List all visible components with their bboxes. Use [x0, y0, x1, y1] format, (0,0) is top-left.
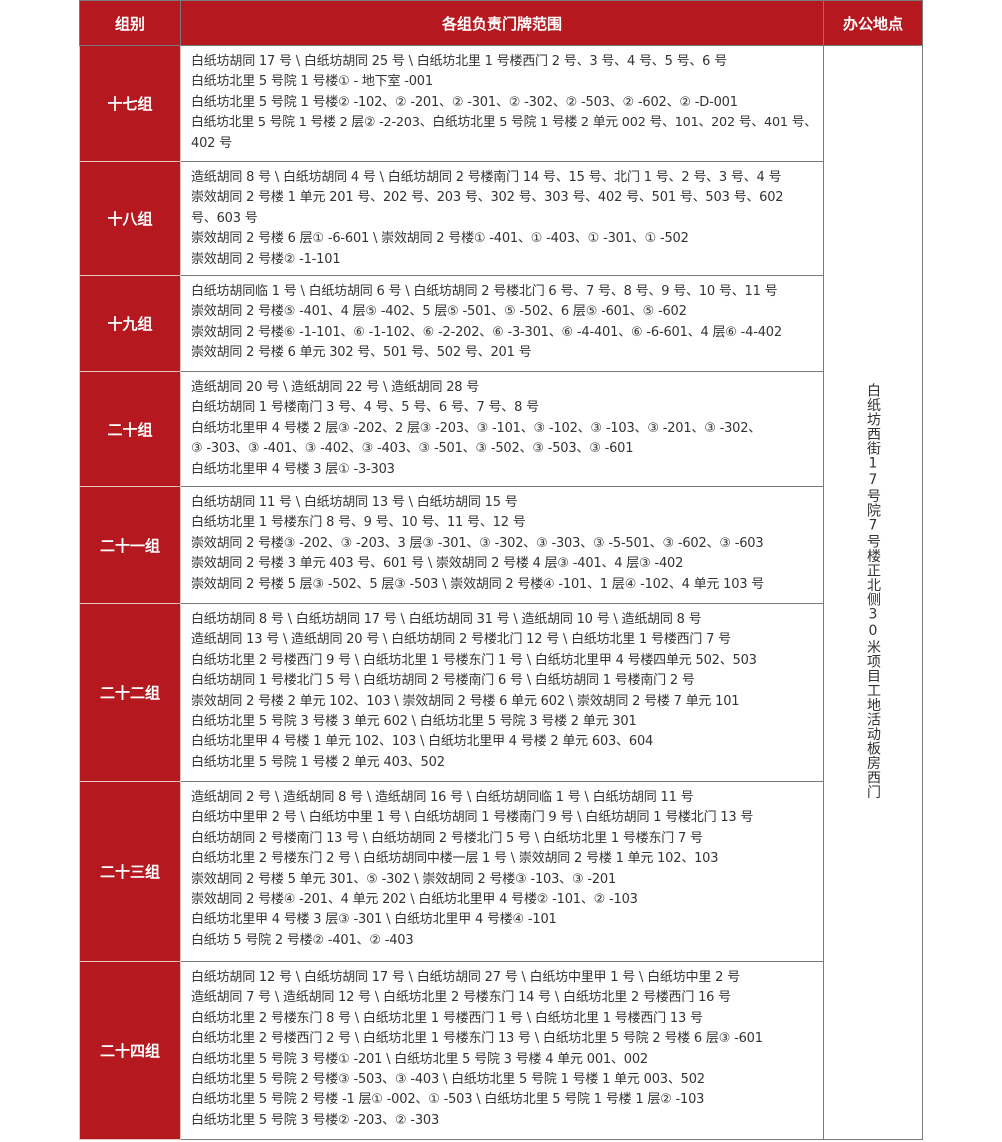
- table-row: 十九组 白纸坊胡同临 1 号 \ 白纸坊胡同 6 号 \ 白纸坊胡同 2 号楼北门…: [79, 275, 923, 372]
- address-line: 崇效胡同 2 号楼 6 层① -6-601 \ 崇效胡同 2 号楼① -401、…: [191, 231, 689, 247]
- address-line: 造纸胡同 13 号 \ 造纸胡同 20 号 \ 白纸坊胡同 2 号楼北门 12 …: [191, 632, 731, 648]
- address-line: 白纸坊北里 1 号楼东门 8 号、9 号、10 号、11 号、12 号: [191, 515, 526, 531]
- address-range-cell: 造纸胡同 20 号 \ 造纸胡同 22 号 \ 造纸胡同 28 号白纸坊胡同 1…: [180, 371, 824, 487]
- address-line: 崇效胡同 2 号楼 3 单元 403 号、601 号 \ 崇效胡同 2 号楼 4…: [191, 556, 684, 572]
- address-range-cell: 白纸坊胡同临 1 号 \ 白纸坊胡同 6 号 \ 白纸坊胡同 2 号楼北门 6 …: [180, 275, 824, 372]
- address-line: 崇效胡同 2 号楼④ -201、4 单元 202 \ 白纸坊北里甲 4 号楼② …: [191, 892, 638, 908]
- address-line: 白纸坊胡同 12 号 \ 白纸坊胡同 17 号 \ 白纸坊胡同 27 号 \ 白…: [191, 970, 740, 985]
- header-row: 组别 各组负责门牌范围 办公地点: [79, 0, 923, 46]
- address-line: 白纸坊胡同 2 号楼南门 13 号 \ 白纸坊胡同 2 号楼北门 5 号 \ 白…: [191, 830, 703, 846]
- address-line: 崇效胡同 2 号楼 6 单元 302 号、501 号、502 号、201 号: [191, 345, 532, 361]
- table-row: 十七组 白纸坊胡同 17 号 \ 白纸坊胡同 25 号 \ 白纸坊北里 1 号楼西…: [79, 45, 923, 1140]
- address-line: 崇效胡同 2 号楼 1 单元 201 号、202 号、203 号、302 号、3…: [191, 190, 784, 206]
- address-line: 402 号: [191, 135, 232, 151]
- address-line: ③ -303、③ -401、③ -402、③ -403、③ -501、③ -50…: [191, 441, 634, 457]
- address-line: 白纸坊北里 2 号楼西门 2 号 \ 白纸坊北里 1 号楼东门 13 号 \ 白…: [191, 1031, 763, 1047]
- address-line: 崇效胡同 2 号楼 2 单元 102、103 \ 崇效胡同 2 号楼 6 单元 …: [191, 693, 740, 709]
- address-line: 白纸坊北里甲 4 号楼 2 层③ -202、2 层③ -203、③ -101、③…: [191, 420, 762, 436]
- address-range-cell: 白纸坊胡同 8 号 \ 白纸坊胡同 17 号 \ 白纸坊胡同 31 号 \ 造纸…: [180, 603, 824, 782]
- group-name: 十七组: [79, 45, 181, 162]
- address-line: 白纸坊胡同 1 号楼南门 3 号、4 号、5 号、6 号、7 号、8 号: [191, 400, 539, 416]
- table-row: 二十四组 白纸坊胡同 12 号 \ 白纸坊胡同 17 号 \ 白纸坊胡同 27 号…: [79, 961, 923, 1140]
- address-line: 白纸坊北里 5 号院 3 号楼 3 单元 602 \ 白纸坊北里 5 号院 3 …: [191, 714, 637, 730]
- office-location: 白纸坊西街17号院7号楼正北侧30米项目工地活动板房西门: [865, 382, 881, 799]
- responsibility-table: 组别 各组负责门牌范围 办公地点 十七组 白纸坊胡同 17 号 \ 白纸坊胡同 2…: [79, 0, 923, 1140]
- table-row: 二十组 造纸胡同 20 号 \ 造纸胡同 22 号 \ 造纸胡同 28 号白纸坊胡…: [79, 371, 923, 487]
- address-range-cell: 造纸胡同 2 号 \ 造纸胡同 8 号 \ 造纸胡同 16 号 \ 白纸坊胡同临…: [180, 781, 824, 962]
- address-range-cell: 白纸坊胡同 17 号 \ 白纸坊胡同 25 号 \ 白纸坊北里 1 号楼西门 2…: [180, 45, 824, 162]
- address-line: 白纸坊北里甲 4 号楼 1 单元 102、103 \ 白纸坊北里甲 4 号楼 2…: [191, 734, 654, 750]
- address-line: 崇效胡同 2 号楼 5 层③ -502、5 层③ -503 \ 崇效胡同 2 号…: [191, 576, 765, 592]
- address-line: 白纸坊胡同 17 号 \ 白纸坊胡同 25 号 \ 白纸坊北里 1 号楼西门 2…: [191, 54, 727, 69]
- address-line: 造纸胡同 7 号 \ 造纸胡同 12 号 \ 白纸坊北里 2 号楼东门 14 号…: [191, 990, 731, 1006]
- address-line: 造纸胡同 2 号 \ 造纸胡同 8 号 \ 造纸胡同 16 号 \ 白纸坊胡同临…: [191, 790, 694, 805]
- address-line: 白纸坊北里甲 4 号楼 3 层① -3-303: [191, 461, 395, 477]
- table-row: 二十二组 白纸坊胡同 8 号 \ 白纸坊胡同 17 号 \ 白纸坊胡同 31 号 …: [79, 603, 923, 782]
- address-line: 白纸坊 5 号院 2 号楼② -401、② -403: [191, 932, 414, 948]
- address-line: 白纸坊北里 2 号楼西门 9 号 \ 白纸坊北里 1 号楼东门 1 号 \ 白纸…: [191, 652, 757, 668]
- group-name: 二十组: [79, 371, 181, 487]
- address-line: 崇效胡同 2 号楼⑤ -401、4 层⑤ -402、5 层⑤ -501、⑤ -5…: [191, 304, 687, 320]
- header-group: 组别: [79, 0, 181, 46]
- group-name: 二十一组: [79, 486, 181, 604]
- address-line: 白纸坊胡同临 1 号 \ 白纸坊胡同 6 号 \ 白纸坊胡同 2 号楼北门 6 …: [191, 284, 778, 299]
- table-row: 二十一组 白纸坊胡同 11 号 \ 白纸坊胡同 13 号 \ 白纸坊胡同 15 号…: [79, 486, 923, 604]
- table-row: 二十三组 造纸胡同 2 号 \ 造纸胡同 8 号 \ 造纸胡同 16 号 \ 白纸…: [79, 781, 923, 962]
- group-name: 二十二组: [79, 603, 181, 782]
- address-line: 崇效胡同 2 号楼 5 单元 301、⑤ -302 \ 崇效胡同 2 号楼③ -…: [191, 871, 617, 887]
- address-line: 崇效胡同 2 号楼② -1-101: [191, 251, 341, 267]
- address-line: 白纸坊北里 5 号院 1 号楼 2 单元 403、502: [191, 754, 445, 770]
- address-line: 白纸坊胡同 11 号 \ 白纸坊胡同 13 号 \ 白纸坊胡同 15 号: [191, 495, 518, 510]
- address-line: 造纸胡同 20 号 \ 造纸胡同 22 号 \ 造纸胡同 28 号: [191, 380, 480, 395]
- address-line: 白纸坊北里 5 号院 3 号楼② -203、② -303: [191, 1112, 440, 1128]
- address-line: 崇效胡同 2 号楼⑥ -1-101、⑥ -1-102、⑥ -2-202、⑥ -3…: [191, 324, 782, 340]
- address-line: 白纸坊北里 5 号院 2 号楼 -1 层① -002、① -503 \ 白纸坊北…: [191, 1092, 705, 1108]
- address-line: 白纸坊北里 5 号院 1 号楼② -102、② -201、② -301、② -3…: [191, 94, 738, 110]
- address-line: 白纸坊中里甲 2 号 \ 白纸坊中里 1 号 \ 白纸坊胡同 1 号楼南门 9 …: [191, 810, 754, 826]
- address-range-cell: 白纸坊胡同 11 号 \ 白纸坊胡同 13 号 \ 白纸坊胡同 15 号白纸坊北…: [180, 486, 824, 604]
- address-line: 白纸坊胡同 8 号 \ 白纸坊胡同 17 号 \ 白纸坊胡同 31 号 \ 造纸…: [191, 612, 702, 627]
- group-name: 十九组: [79, 275, 181, 372]
- table-row: 十八组 造纸胡同 8 号 \ 白纸坊胡同 4 号 \ 白纸坊胡同 2 号楼南门 1…: [79, 161, 923, 276]
- address-line: 白纸坊北里 5 号院 3 号楼① -201 \ 白纸坊北里 5 号院 3 号楼 …: [191, 1051, 648, 1067]
- address-line: 白纸坊北里 5 号院 2 号楼③ -503、③ -403 \ 白纸坊北里 5 号…: [191, 1072, 705, 1088]
- group-name: 二十三组: [79, 781, 181, 962]
- address-line: 白纸坊北里甲 4 号楼 3 层③ -301 \ 白纸坊北里甲 4 号楼④ -10…: [191, 912, 557, 928]
- address-line: 崇效胡同 2 号楼③ -202、③ -203、3 层③ -301、③ -302、…: [191, 535, 764, 551]
- office-location-cell: 白纸坊西街17号院7号楼正北侧30米项目工地活动板房西门: [823, 45, 923, 1140]
- address-line: 白纸坊北里 5 号院 1 号楼 2 层② -2-203、白纸坊北里 5 号院 1…: [191, 115, 817, 131]
- address-line: 造纸胡同 8 号 \ 白纸坊胡同 4 号 \ 白纸坊胡同 2 号楼南门 14 号…: [191, 170, 782, 185]
- address-line: 号、603 号: [191, 210, 258, 226]
- address-range-cell: 白纸坊胡同 12 号 \ 白纸坊胡同 17 号 \ 白纸坊胡同 27 号 \ 白…: [180, 961, 824, 1140]
- group-name: 十八组: [79, 161, 181, 276]
- address-range-cell: 造纸胡同 8 号 \ 白纸坊胡同 4 号 \ 白纸坊胡同 2 号楼南门 14 号…: [180, 161, 824, 276]
- header-office: 办公地点: [823, 0, 923, 46]
- header-range: 各组负责门牌范围: [180, 0, 824, 46]
- address-line: 白纸坊胡同 1 号楼北门 5 号 \ 白纸坊胡同 2 号楼南门 6 号 \ 白纸…: [191, 673, 695, 689]
- address-line: 白纸坊北里 2 号楼东门 8 号 \ 白纸坊北里 1 号楼西门 1 号 \ 白纸…: [191, 1010, 703, 1026]
- address-line: 白纸坊北里 5 号院 1 号楼① - 地下室 -001: [191, 74, 433, 90]
- group-name: 二十四组: [79, 961, 181, 1140]
- address-line: 白纸坊北里 2 号楼东门 2 号 \ 白纸坊胡同中楼一层 1 号 \ 崇效胡同 …: [191, 851, 719, 867]
